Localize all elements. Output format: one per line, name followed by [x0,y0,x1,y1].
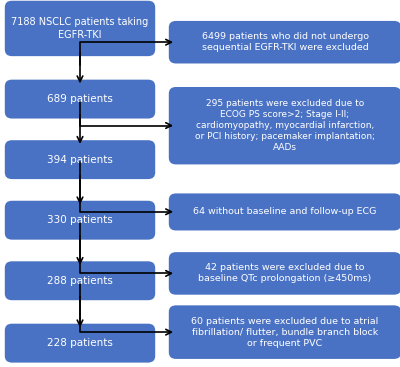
Text: 60 patients were excluded due to atrial
fibrillation/ flutter, bundle branch blo: 60 patients were excluded due to atrial … [191,316,379,348]
Text: 394 patients: 394 patients [47,155,113,165]
FancyBboxPatch shape [169,87,400,164]
FancyBboxPatch shape [5,261,155,300]
Text: 64 without baseline and follow-up ECG: 64 without baseline and follow-up ECG [193,207,377,217]
FancyBboxPatch shape [5,324,155,363]
FancyBboxPatch shape [169,21,400,63]
Text: 689 patients: 689 patients [47,94,113,104]
FancyBboxPatch shape [5,80,155,119]
FancyBboxPatch shape [169,305,400,359]
FancyBboxPatch shape [5,1,155,56]
Text: 42 patients were excluded due to
baseline QTc prolongation (≥450ms): 42 patients were excluded due to baselin… [198,264,372,283]
Text: 330 patients: 330 patients [47,215,113,225]
Text: 295 patients were excluded due to
ECOG PS score>2; Stage I-II;
cardiomyopathy, m: 295 patients were excluded due to ECOG P… [195,99,375,152]
Text: 288 patients: 288 patients [47,276,113,286]
FancyBboxPatch shape [169,252,400,295]
FancyBboxPatch shape [169,193,400,230]
Text: 228 patients: 228 patients [47,338,113,348]
Text: 6499 patients who did not undergo
sequential EGFR-TKI were excluded: 6499 patients who did not undergo sequen… [202,32,368,52]
FancyBboxPatch shape [5,140,155,179]
Text: 7188 NSCLC patients taking
EGFR-TKI: 7188 NSCLC patients taking EGFR-TKI [11,17,149,40]
FancyBboxPatch shape [5,201,155,240]
